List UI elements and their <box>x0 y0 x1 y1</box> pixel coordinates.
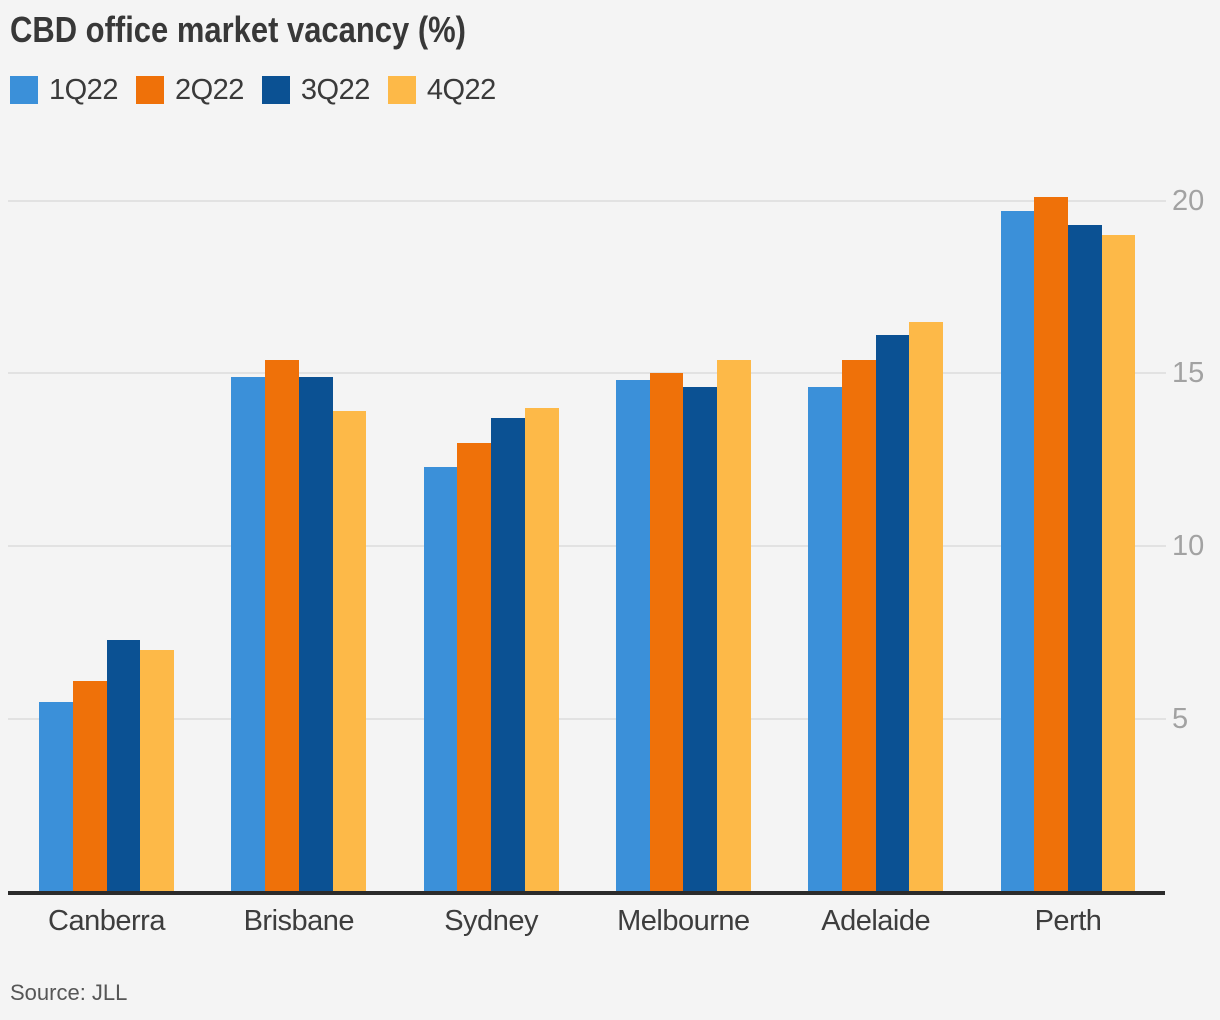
bar-brisbane-2q22 <box>265 360 299 892</box>
legend-item-4q22: 4Q22 <box>387 74 496 106</box>
bar-melbourne-2q22 <box>650 373 683 892</box>
legend-swatch-3q22-icon <box>261 76 290 104</box>
x-axis-label-perth: Perth <box>1034 905 1102 937</box>
x-axis-label-melbourne: Melbourne <box>617 905 750 937</box>
bar-melbourne-1q22 <box>616 380 650 892</box>
bar-adelaide-1q22 <box>808 387 842 892</box>
x-axis-label-adelaide: Adelaide <box>821 905 931 937</box>
legend-swatch-2q22-icon <box>135 76 164 104</box>
bar-brisbane-3q22 <box>299 377 333 892</box>
gridline <box>8 199 1166 202</box>
legend-label: 2Q22 <box>174 74 244 106</box>
x-axis-label-canberra: Canberra <box>48 905 165 937</box>
bar-canberra-1q22 <box>39 702 73 892</box>
legend-label: 1Q22 <box>49 74 118 106</box>
bar-adelaide-2q22 <box>842 360 876 892</box>
legend-label: 3Q22 <box>300 74 370 106</box>
bar-sydney-1q22 <box>424 467 457 892</box>
bar-perth-1q22 <box>1001 211 1034 892</box>
bar-adelaide-4q22 <box>909 322 943 892</box>
legend-item-1q22: 1Q22 <box>10 75 118 105</box>
y-axis-tick-label: 5 <box>1172 703 1189 736</box>
bar-brisbane-4q22 <box>333 411 366 892</box>
legend-item-3q22: 3Q22 <box>261 74 370 106</box>
bar-perth-3q22 <box>1068 225 1102 892</box>
gridline <box>8 718 1166 721</box>
y-axis-tick-label: 10 <box>1172 530 1205 563</box>
bar-adelaide-3q22 <box>876 335 909 892</box>
bar-sydney-4q22 <box>525 408 559 892</box>
legend-swatch-4q22-icon <box>387 76 416 104</box>
y-axis-tick-label: 20 <box>1172 184 1205 217</box>
legend: 1Q22 2Q22 3Q22 4Q22 <box>10 75 496 105</box>
bar-melbourne-4q22 <box>717 360 751 892</box>
legend-item-2q22: 2Q22 <box>135 74 244 106</box>
x-axis-label-brisbane: Brisbane <box>243 905 355 937</box>
bar-sydney-3q22 <box>491 418 525 892</box>
bar-canberra-2q22 <box>73 681 107 892</box>
legend-swatch-1q22-icon <box>10 76 38 104</box>
bar-sydney-2q22 <box>457 443 491 892</box>
bar-brisbane-1q22 <box>231 377 265 892</box>
legend-label: 4Q22 <box>426 74 496 106</box>
gridline <box>8 545 1166 548</box>
x-axis-label-sydney: Sydney <box>444 905 538 937</box>
bar-canberra-3q22 <box>107 640 140 892</box>
bar-perth-2q22 <box>1034 197 1068 892</box>
y-axis-tick-label: 15 <box>1172 357 1205 390</box>
gridline <box>8 372 1166 375</box>
chart-title: CBD office market vacancy (%) <box>10 9 466 50</box>
bar-perth-4q22 <box>1102 235 1135 892</box>
bar-melbourne-3q22 <box>683 387 717 892</box>
x-axis-line <box>8 891 1165 895</box>
bar-canberra-4q22 <box>140 650 174 892</box>
source-note: Source: JLL <box>10 980 128 1005</box>
